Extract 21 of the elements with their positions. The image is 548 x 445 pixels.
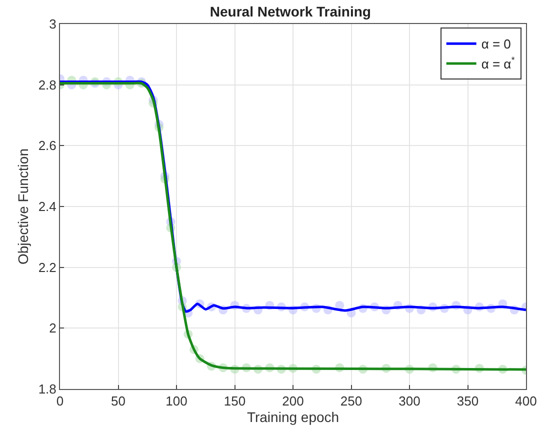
y-tick-label: 1.8 xyxy=(38,382,56,397)
y-tick-label: 2.2 xyxy=(38,260,56,275)
x-tick-label: 350 xyxy=(456,394,479,409)
legend-label: α = α$^{*}$ xyxy=(481,55,516,72)
x-tick-label: 200 xyxy=(282,394,304,409)
x-tick-label: 50 xyxy=(111,394,126,409)
x-axis-title: Training epoch xyxy=(246,408,340,425)
x-tick-label: 0 xyxy=(56,394,64,409)
y-axis-title: Objective Function xyxy=(14,148,31,264)
legend-label: α = 0 xyxy=(481,36,511,52)
y-tick-label: 2.6 xyxy=(38,138,56,154)
x-tick-label: 150 xyxy=(224,394,246,409)
chart-title: Neural Network Training xyxy=(210,3,371,20)
y-tick-label: 2.4 xyxy=(38,199,56,214)
x-tick-label: 250 xyxy=(340,394,362,409)
x-tick-label: 100 xyxy=(166,394,188,409)
x-tick-label: 300 xyxy=(398,394,420,409)
y-tick-label: 2 xyxy=(49,320,56,336)
x-tick-label: 400 xyxy=(515,394,537,409)
y-tick-label: 3 xyxy=(49,16,56,32)
y-tick-label: 2.8 xyxy=(38,77,56,92)
